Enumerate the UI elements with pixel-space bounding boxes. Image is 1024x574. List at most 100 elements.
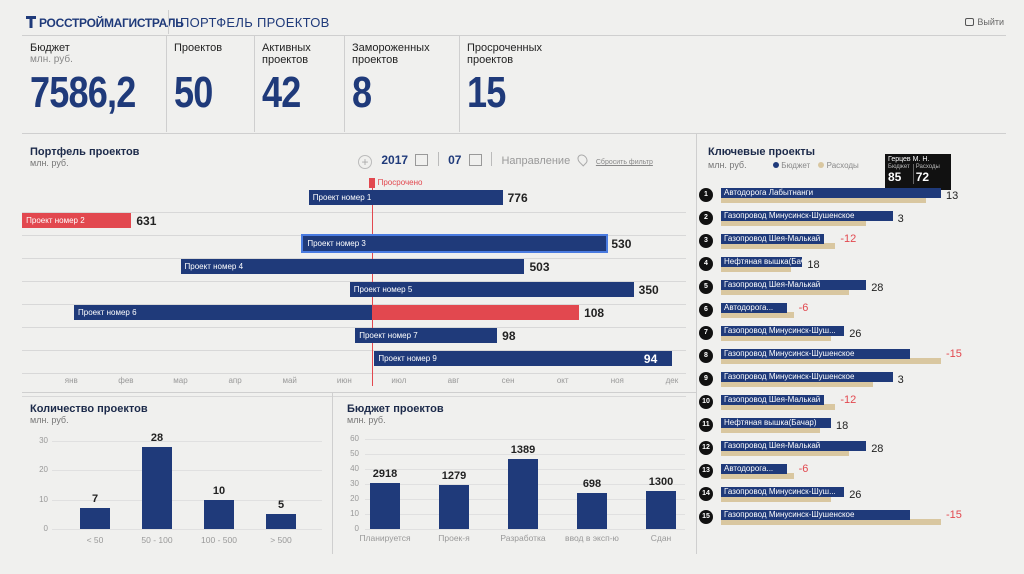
y-tick-label: 50: [350, 449, 359, 458]
calendar-icon[interactable]: [468, 154, 482, 166]
location-pin-icon: [574, 152, 590, 167]
column-bar[interactable]: [439, 484, 469, 529]
key-project-row[interactable]: 14 Газопровод Минусинск-Шуш... 26: [699, 487, 1005, 507]
reset-filter-link[interactable]: Сбросить фильтр: [595, 159, 653, 166]
deviation-value: 13: [946, 190, 959, 202]
grid-line: [22, 304, 686, 305]
divider: [22, 392, 696, 393]
row-number-badge: 10: [699, 395, 713, 409]
key-project-row[interactable]: 15 Газопровод Минусинск-Шушенское -15: [699, 509, 1005, 530]
project-value: 503: [529, 260, 550, 274]
project-value: 108: [584, 306, 605, 320]
month-label: окт: [556, 376, 569, 385]
key-project-row[interactable]: 2 Газопровод Минусинск-Шушенское 3: [699, 211, 1005, 231]
company-logo[interactable]: РОССТРОЙМАГИСТРАЛЬ: [26, 16, 184, 30]
row-number-badge: 3: [699, 234, 713, 248]
budget-bar: Газопровод Минусинск-Шушенское: [721, 510, 911, 520]
expense-bar: [721, 473, 794, 479]
key-project-row[interactable]: 1 Автодорога Лабытнанги 13: [699, 188, 1005, 208]
month-label: авг: [447, 376, 460, 385]
key-project-row[interactable]: 8 Газопровод Минусинск-Шушенское -15: [699, 348, 1005, 369]
grid-line: [22, 281, 686, 282]
deviation-value: 26: [849, 328, 862, 340]
project-bar[interactable]: Проект номер 7: [355, 328, 498, 343]
grid-line: [52, 529, 322, 530]
expense-bar: [721, 220, 867, 226]
deviation-value: -12: [840, 233, 857, 245]
row-number-badge: 4: [699, 257, 713, 271]
calendar-icon[interactable]: [415, 154, 429, 166]
project-bar[interactable]: Проект номер 3: [303, 236, 607, 251]
legend-budget: Бюджет: [781, 161, 811, 170]
kpi-card: Активных проектов 42: [262, 36, 352, 132]
category-label: Проек-я: [438, 533, 470, 543]
key-project-row[interactable]: 5 Газопровод Шея-Малькай 28: [699, 280, 1005, 300]
direction-filter[interactable]: Направление: [501, 155, 571, 167]
kpi-label: Проектов: [174, 42, 223, 54]
column-bar[interactable]: [204, 499, 234, 529]
key-project-row[interactable]: 7 Газопровод Минусинск-Шуш... 26: [699, 326, 1005, 346]
key-project-row[interactable]: 12 Газопровод Шея-Малькай 28: [699, 441, 1005, 461]
grid-line: [22, 258, 686, 259]
y-tick-label: 30: [39, 436, 48, 445]
legend-expense: Расходы: [826, 161, 859, 170]
exit-button[interactable]: Выйти: [965, 17, 1004, 27]
count-chart-panel: Количество проектов млн. руб. 30 20 10 0 7 < …: [22, 393, 332, 554]
y-tick-label: 20: [39, 465, 48, 475]
row-number-badge: 7: [699, 326, 713, 340]
divider: [332, 393, 333, 554]
y-tick-label: 0: [354, 524, 359, 533]
deviation-value: -12: [840, 394, 857, 406]
divider: [437, 152, 439, 166]
key-project-row[interactable]: 11 Нефтяная вышка(Бачар) 18: [699, 418, 1005, 438]
year-select[interactable]: 2017: [381, 153, 409, 167]
project-bar[interactable]: Проект номер 1: [308, 190, 503, 205]
column-bar[interactable]: [577, 493, 607, 529]
grid-line: [22, 235, 686, 236]
gantt-chart: Просрочено Проект номер 1 776 Проект номер …: [22, 178, 696, 397]
key-project-row[interactable]: 6 Автодорога... -6: [699, 302, 1005, 323]
grid-line: [22, 373, 686, 374]
tooltip-budget: 85: [888, 170, 902, 184]
key-project-row[interactable]: 10 Газопровод Шея-Малькай -12: [699, 394, 1005, 415]
project-bar[interactable]: Проект номер 2: [22, 213, 132, 228]
month-label: июл: [391, 376, 407, 385]
budget-chart-panel: Бюджет проектов млн. руб. 60 50 40 30 20 10 0 2…: [333, 393, 696, 554]
grid-line: [22, 212, 686, 213]
divider: [459, 36, 460, 132]
month-label: сен: [501, 376, 515, 385]
y-tick-label: 0: [43, 524, 48, 533]
column-bar[interactable]: [646, 491, 676, 529]
budget-bar: Автодорога...: [721, 303, 787, 313]
kpi-card: Просроченных проектов 15: [467, 36, 587, 132]
project-bar[interactable]: Проект номер 9: [374, 351, 672, 366]
row-number-badge: 13: [699, 464, 713, 478]
column-bar[interactable]: [80, 508, 110, 529]
legend-budget-dot: [773, 162, 779, 168]
category-label: Планируется: [359, 533, 411, 543]
key-project-row[interactable]: 3 Газопровод Шея-Малькай -12: [699, 233, 1005, 254]
key-project-row[interactable]: 4 Нефтяная вышка(Бачар) 18: [699, 257, 1005, 277]
category-label: Разработка: [500, 533, 546, 543]
column-bar[interactable]: [370, 483, 400, 529]
plus-icon[interactable]: +: [358, 155, 372, 169]
column-bar[interactable]: [266, 514, 296, 529]
project-value: 350: [638, 283, 659, 297]
y-tick-label: 60: [350, 434, 359, 443]
deviation-value: 18: [807, 259, 820, 271]
expense-bar: [721, 197, 926, 203]
project-bar[interactable]: Проект номер 4: [180, 259, 525, 274]
column-bar[interactable]: [508, 458, 538, 529]
row-number-badge: 2: [699, 211, 713, 225]
column-bar[interactable]: [142, 446, 172, 529]
tooltip-name: Герцев М. Н.: [888, 156, 930, 163]
project-bar[interactable]: Проект номер 5: [349, 282, 634, 297]
deviation-value: -15: [946, 348, 962, 360]
kpi-value: 8: [352, 68, 372, 117]
deviation-value: -15: [946, 509, 962, 521]
y-tick-label: 40: [350, 464, 359, 473]
row-number-badge: 6: [699, 303, 713, 317]
key-project-row[interactable]: 9 Газопровод Минусинск-Шушенское 3: [699, 372, 1005, 392]
month-select[interactable]: 07: [448, 153, 462, 167]
key-project-row[interactable]: 13 Автодорога... -6: [699, 463, 1005, 484]
